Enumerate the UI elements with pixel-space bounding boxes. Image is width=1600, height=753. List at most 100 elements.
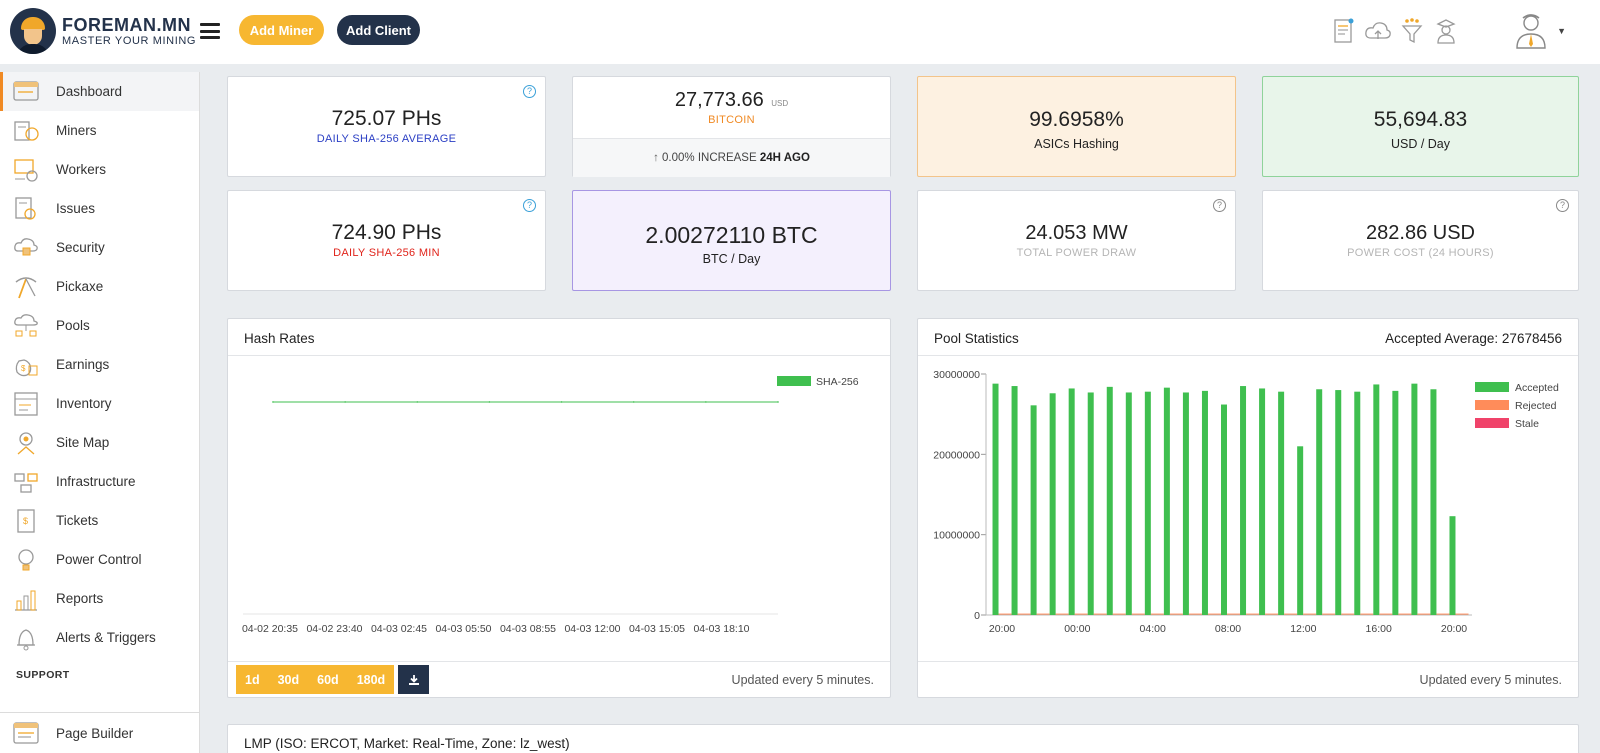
- sidebar-item-pickaxe[interactable]: Pickaxe: [0, 267, 199, 306]
- sidebar-item-page-builder[interactable]: Page Builder: [0, 712, 199, 753]
- rejected-bar: [1188, 613, 1202, 615]
- chevron-down-icon[interactable]: ▼: [1557, 26, 1566, 36]
- range-button-30d[interactable]: 30d: [268, 665, 309, 694]
- y-tick-label: 0: [974, 610, 980, 622]
- range-button-180d[interactable]: 180d: [347, 665, 395, 694]
- rejected-bar: [1379, 613, 1393, 615]
- bitcoin-price-unit: USD: [771, 99, 789, 108]
- sha-256-point: [777, 401, 779, 403]
- accepted-bar: [1087, 392, 1094, 615]
- download-button[interactable]: [398, 665, 430, 694]
- rejected-bar: [1322, 613, 1336, 615]
- pool-statistics-title: Pool Statistics: [934, 331, 1019, 346]
- pool-statistics-panel: Pool Statistics Accepted Average: 276784…: [917, 318, 1579, 698]
- site-map-icon: [12, 429, 40, 457]
- sidebar-item-label: Dashboard: [56, 84, 123, 99]
- brand-subtitle: MASTER YOUR MINING: [62, 35, 197, 47]
- sidebar-item-label: Reports: [56, 591, 104, 606]
- x-tick-label: 04:00: [1140, 623, 1166, 635]
- x-tick-label: 04-03 12:00: [564, 623, 620, 635]
- pool-statistics-chart: 0 10000000 20000000 30000000 20:00 00:00 04:00…: [933, 369, 1559, 635]
- x-tick-label: 04-03 02:45: [371, 623, 427, 635]
- sidebar-item-dashboard[interactable]: Dashboard: [0, 72, 199, 111]
- daily-average-card: ? 725.07 PHs DAILY SHA-256 AVERAGE: [227, 76, 546, 177]
- range-buttons: 1d 30d 60d 180d: [236, 665, 430, 694]
- legend-swatch: [1475, 400, 1509, 410]
- accepted-bar: [1278, 391, 1285, 615]
- sidebar-item-alerts-triggers[interactable]: Alerts & Triggers: [0, 618, 199, 657]
- sidebar-item-security[interactable]: Security: [0, 228, 199, 267]
- asics-hashing-card: 99.6958% ASICs Hashing: [917, 76, 1236, 177]
- menu-toggle-icon[interactable]: [200, 23, 220, 39]
- sidebar-item-site-map[interactable]: Site Map: [0, 423, 199, 462]
- help-icon[interactable]: ?: [523, 85, 536, 98]
- sidebar-item-pools[interactable]: Pools: [0, 306, 199, 345]
- rejected-bar: [1207, 613, 1221, 615]
- help-icon[interactable]: ?: [1213, 199, 1226, 212]
- btc-per-day-value: 2.00272110 BTC: [645, 222, 818, 248]
- x-tick-label: 16:00: [1366, 623, 1392, 635]
- sidebar-item-workers[interactable]: Workers: [0, 150, 199, 189]
- accepted-bar: [992, 383, 999, 615]
- sidebar-item-earnings[interactable]: $ Earnings: [0, 345, 199, 384]
- power-cost-card: ? 282.86 USD POWER COST (24 HOURS): [1262, 190, 1579, 291]
- sha-256-point: [560, 401, 563, 403]
- svg-text:$: $: [23, 516, 28, 526]
- pools-icon: [12, 312, 40, 340]
- rejected-bar: [1093, 613, 1107, 615]
- add-client-button[interactable]: Add Client: [337, 15, 420, 45]
- legend-label: Stale: [1515, 418, 1539, 430]
- y-tick-label: 30000000: [933, 369, 980, 381]
- accepted-bar: [1354, 391, 1361, 615]
- brand-logo[interactable]: FOREMAN.MN MASTER YOUR MINING: [10, 8, 196, 54]
- sidebar-item-infrastructure[interactable]: Infrastructure: [0, 462, 199, 501]
- rejected-bar: [1227, 613, 1241, 615]
- bitcoin-label: BITCOIN: [708, 114, 755, 126]
- sidebar-item-label: Pools: [56, 318, 90, 333]
- sidebar-item-miners[interactable]: Miners: [0, 111, 199, 150]
- x-tick-label: 20:00: [1441, 623, 1467, 635]
- sidebar-item-label: Power Control: [56, 552, 142, 567]
- rejected-bar: [1360, 613, 1374, 615]
- help-icon[interactable]: ?: [523, 199, 536, 212]
- power-draw-card: ? 24.053 MW TOTAL POWER DRAW: [917, 190, 1236, 291]
- sidebar-item-label: Workers: [56, 162, 107, 177]
- sidebar-item-power-control[interactable]: Power Control: [0, 540, 199, 579]
- sidebar-item-inventory[interactable]: Inventory: [0, 384, 199, 423]
- user-avatar-icon[interactable]: [1514, 10, 1548, 50]
- lmp-panel: LMP (ISO: ERCOT, Market: Real-Time, Zone…: [227, 724, 1579, 753]
- sidebar-item-reports[interactable]: Reports: [0, 579, 199, 618]
- brand-title: FOREMAN.MN: [62, 15, 191, 35]
- rejected-bar: [1284, 613, 1298, 615]
- receipt-icon[interactable]: [1330, 16, 1358, 46]
- daily-min-label: DAILY SHA-256 MIN: [333, 247, 440, 259]
- graduate-user-icon[interactable]: [1432, 16, 1460, 46]
- range-button-60d[interactable]: 60d: [308, 665, 348, 694]
- sidebar-item-tickets[interactable]: $ Tickets: [0, 501, 199, 540]
- cloud-upload-icon[interactable]: [1364, 16, 1392, 46]
- hash-updated-note: Updated every 5 minutes.: [731, 673, 874, 687]
- sidebar-item-issues[interactable]: Issues: [0, 189, 199, 228]
- miners-icon: [12, 117, 40, 145]
- help-icon[interactable]: ?: [1556, 199, 1569, 212]
- legend-swatch: [1475, 418, 1509, 428]
- legend-label: Rejected: [1515, 400, 1557, 412]
- rejected-bar: [1055, 613, 1069, 615]
- accepted-bar: [1449, 516, 1456, 615]
- range-button-1d[interactable]: 1d: [236, 665, 269, 694]
- accepted-bar: [1297, 446, 1304, 615]
- btc-per-day-label: BTC / Day: [702, 252, 761, 266]
- daily-average-value: 725.07 PHs: [331, 107, 442, 130]
- rejected-bar: [1074, 613, 1088, 615]
- power-draw-value: 24.053 MW: [1025, 222, 1128, 244]
- filter-funnel-icon[interactable]: [1398, 16, 1426, 46]
- header-icons: [1330, 16, 1460, 46]
- dashboard-icon: [12, 78, 40, 106]
- rejected-bar: [1017, 613, 1031, 615]
- power-control-icon: [12, 546, 40, 574]
- workers-icon: [12, 156, 40, 184]
- add-miner-button[interactable]: Add Miner: [239, 15, 324, 45]
- alerts-icon: [12, 624, 40, 652]
- x-tick-label: 12:00: [1290, 623, 1316, 635]
- security-icon: [12, 234, 40, 262]
